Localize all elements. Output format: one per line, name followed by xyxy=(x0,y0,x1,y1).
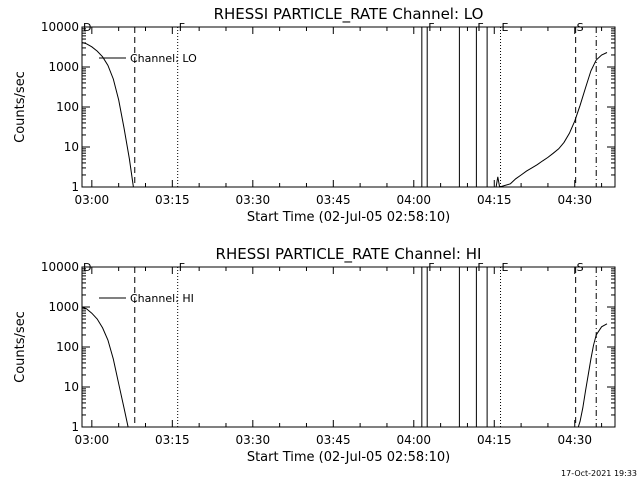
event-marker-label: F xyxy=(477,261,483,274)
chart-title: RHESSI PARTICLE_RATE Channel: LO xyxy=(214,5,484,24)
y-tick-label: 1 xyxy=(71,180,79,194)
x-tick-label: 03:45 xyxy=(316,193,351,207)
event-marker-label: F xyxy=(179,261,185,274)
y-tick-label: 1 xyxy=(71,420,79,434)
x-axis-label: Start Time (02-Jul-05 02:58:10) xyxy=(247,210,450,225)
y-tick-label: 100 xyxy=(56,340,79,354)
legend-label: Channel: HI xyxy=(130,292,194,305)
event-marker-label: S xyxy=(577,21,584,34)
data-series-line xyxy=(81,42,134,188)
data-series-line xyxy=(495,52,608,188)
event-marker-label: E xyxy=(502,21,509,34)
event-marker-label: D xyxy=(83,21,91,34)
event-marker-label: E xyxy=(502,261,509,274)
event-marker-label: F xyxy=(477,21,483,34)
x-axis-label: Start Time (02-Jul-05 02:58:10) xyxy=(247,450,450,465)
legend-label: Channel: LO xyxy=(130,52,197,65)
x-tick-label: 03:30 xyxy=(236,433,271,447)
y-tick-label: 10 xyxy=(64,380,79,394)
event-marker-label: D xyxy=(83,261,91,274)
x-tick-label: 03:15 xyxy=(155,433,190,447)
y-tick-label: 10000 xyxy=(41,20,79,34)
plot-frame xyxy=(81,26,616,188)
data-series-line xyxy=(81,306,129,428)
x-tick-label: 03:30 xyxy=(236,193,271,207)
hi-channel-panel: RHESSI PARTICLE_RATE Channel: HI Start Ti… xyxy=(13,245,616,465)
y-tick-label: 100 xyxy=(56,100,79,114)
y-tick-label: 1000 xyxy=(48,60,79,74)
event-marker-label: S xyxy=(577,261,584,274)
x-tick-label: 03:00 xyxy=(75,193,110,207)
x-tick-label: 03:45 xyxy=(316,433,351,447)
x-tick-label: 04:15 xyxy=(477,433,512,447)
event-marker-label: F xyxy=(179,21,185,34)
y-tick-label: 10 xyxy=(64,140,79,154)
x-tick-label: 04:00 xyxy=(396,433,431,447)
x-tick-label: 04:00 xyxy=(396,193,431,207)
footer-timestamp: 17-Oct-2021 19:33 xyxy=(561,469,637,478)
event-marker-label: F xyxy=(428,21,434,34)
x-tick-label: 04:30 xyxy=(557,193,592,207)
chart-title: RHESSI PARTICLE_RATE Channel: HI xyxy=(216,245,482,264)
y-tick-label: 10000 xyxy=(41,260,79,274)
y-axis-label: Counts/sec xyxy=(13,311,28,383)
x-tick-label: 03:15 xyxy=(155,193,190,207)
x-tick-label: 04:30 xyxy=(557,433,592,447)
x-tick-label: 03:00 xyxy=(75,433,110,447)
y-tick-label: 1000 xyxy=(48,300,79,314)
data-series-line xyxy=(577,323,608,428)
event-marker-label: F xyxy=(428,261,434,274)
x-tick-label: 04:15 xyxy=(477,193,512,207)
y-axis-label: Counts/sec xyxy=(13,71,28,143)
lo-channel-panel: RHESSI PARTICLE_RATE Channel: LO Start Ti… xyxy=(13,5,616,225)
plot-frame xyxy=(81,266,616,428)
